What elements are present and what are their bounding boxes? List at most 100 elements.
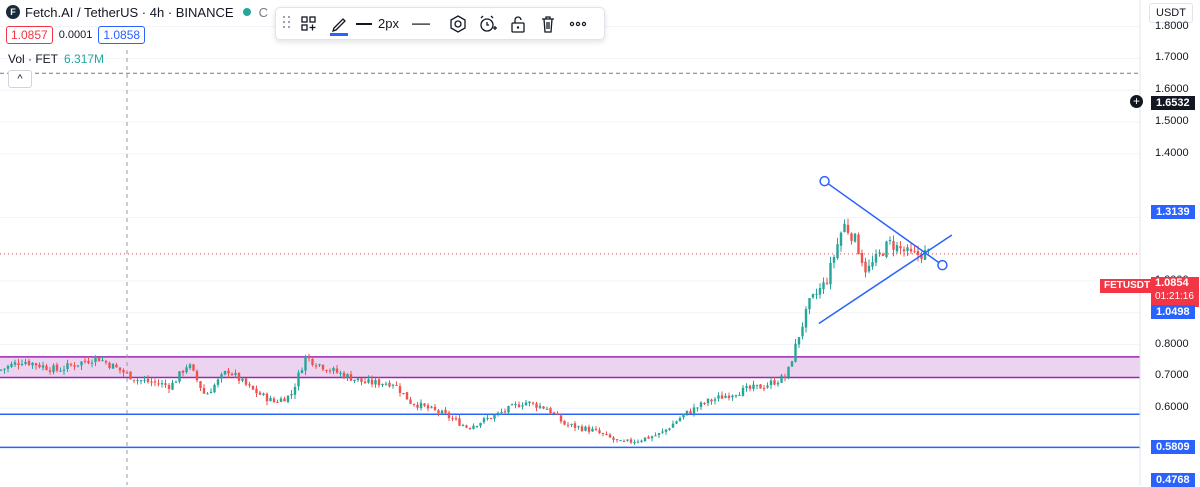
- lock-button[interactable]: [503, 8, 533, 39]
- candle-body: [353, 379, 356, 382]
- candle-body: [668, 428, 671, 430]
- candle-body: [248, 384, 251, 386]
- candle-body: [0, 369, 3, 371]
- add-plus-icon[interactable]: +: [1130, 95, 1143, 108]
- candle-body: [384, 383, 388, 385]
- candle-body: [580, 426, 584, 431]
- candle-body: [150, 381, 153, 383]
- triangle-handle-right[interactable]: [937, 259, 948, 271]
- triangle-upper-line[interactable]: [824, 180, 943, 266]
- line-style-button[interactable]: [399, 8, 443, 39]
- add-alert-button[interactable]: [473, 8, 503, 39]
- candle-body: [104, 361, 108, 363]
- candle-body: [20, 364, 24, 366]
- candle-body: [24, 361, 27, 364]
- candle-body: [269, 397, 272, 402]
- candle-body: [825, 282, 829, 284]
- candle-body: [136, 380, 139, 382]
- candle-body: [90, 362, 94, 364]
- candle-body: [157, 383, 160, 385]
- candle-body: [479, 422, 482, 426]
- candle-body: [902, 249, 906, 252]
- candle-body: [391, 384, 395, 386]
- buy-price-button[interactable]: 1.0858: [98, 26, 146, 44]
- candle-body: [468, 428, 472, 430]
- candle-body: [486, 418, 489, 420]
- candle-body: [601, 433, 605, 435]
- candle-body: [111, 363, 115, 369]
- candle-body: [59, 370, 62, 372]
- candle-body: [556, 414, 559, 416]
- candle-body: [867, 265, 871, 272]
- candle-body: [76, 365, 80, 367]
- candle-body: [552, 412, 556, 414]
- candle-body: [685, 410, 689, 414]
- candle-body: [846, 224, 850, 233]
- candle-body: [27, 360, 31, 365]
- candle-body: [881, 253, 885, 256]
- candle-body: [251, 385, 255, 390]
- drag-handle-icon[interactable]: [282, 15, 294, 32]
- triangle-lower-line[interactable]: [818, 234, 953, 325]
- candle-body: [293, 386, 297, 395]
- candle-body: [171, 382, 174, 390]
- triangle-top-price-tag: 1.3139: [1151, 205, 1195, 219]
- candle-body: [710, 399, 713, 402]
- candle-body: [829, 262, 832, 285]
- settings-button[interactable]: [443, 8, 473, 39]
- line-width-label: 2px: [378, 16, 399, 31]
- candle-body: [367, 379, 370, 383]
- sell-price-button[interactable]: 1.0857: [6, 26, 53, 44]
- candle-body: [531, 402, 535, 404]
- triangle-bottom-price-tag: 1.0498: [1151, 305, 1195, 319]
- candle-body: [503, 411, 507, 413]
- candle-body: [94, 356, 97, 363]
- candle-body: [258, 392, 262, 395]
- candle-body: [626, 439, 629, 441]
- candle-body: [230, 373, 234, 376]
- candle-body: [706, 398, 710, 404]
- collapse-legend-button[interactable]: ^: [8, 70, 32, 88]
- candle-body: [699, 402, 703, 407]
- price-axis-label: 0.8000: [1155, 337, 1189, 350]
- candle-body: [790, 361, 794, 367]
- candle-body: [822, 282, 825, 290]
- candle-body: [909, 248, 913, 252]
- candle-body: [426, 405, 430, 409]
- currency-selector[interactable]: USDT: [1149, 3, 1193, 23]
- candle-body: [675, 421, 678, 424]
- line-color-button[interactable]: [324, 8, 354, 39]
- candle-body: [482, 418, 486, 423]
- candle-body: [209, 391, 213, 394]
- candle-body: [13, 362, 17, 365]
- candle-body: [325, 369, 328, 372]
- more-button[interactable]: [563, 8, 593, 39]
- support-resistance-zone[interactable]: [0, 356, 1140, 378]
- line-width-button[interactable]: 2px: [356, 8, 399, 39]
- candle-body: [451, 418, 454, 420]
- candle-body: [122, 369, 125, 373]
- remove-button[interactable]: [533, 8, 563, 39]
- candle-body: [101, 360, 104, 362]
- symbol-title[interactable]: Fetch.AI / TetherUS · 4h · BINANCE: [25, 4, 234, 20]
- triangle-handle-top[interactable]: [819, 175, 830, 187]
- templates-button[interactable]: [294, 8, 324, 39]
- candle-body: [374, 379, 377, 385]
- candle-body: [647, 436, 650, 439]
- candle-body: [727, 395, 731, 398]
- candle-body: [146, 378, 150, 382]
- candle-body: [412, 403, 416, 405]
- candle-body: [892, 240, 895, 250]
- candle-body: [388, 382, 391, 387]
- candle-body: [398, 386, 402, 393]
- candle-body: [654, 435, 657, 437]
- candle-body: [500, 411, 503, 413]
- candle-body: [430, 406, 433, 408]
- candle-body: [916, 251, 920, 255]
- candle-body: [286, 395, 290, 403]
- candle-body: [913, 251, 916, 253]
- candle-body: [619, 440, 622, 442]
- candle-body: [769, 380, 773, 386]
- candle-body: [850, 233, 853, 241]
